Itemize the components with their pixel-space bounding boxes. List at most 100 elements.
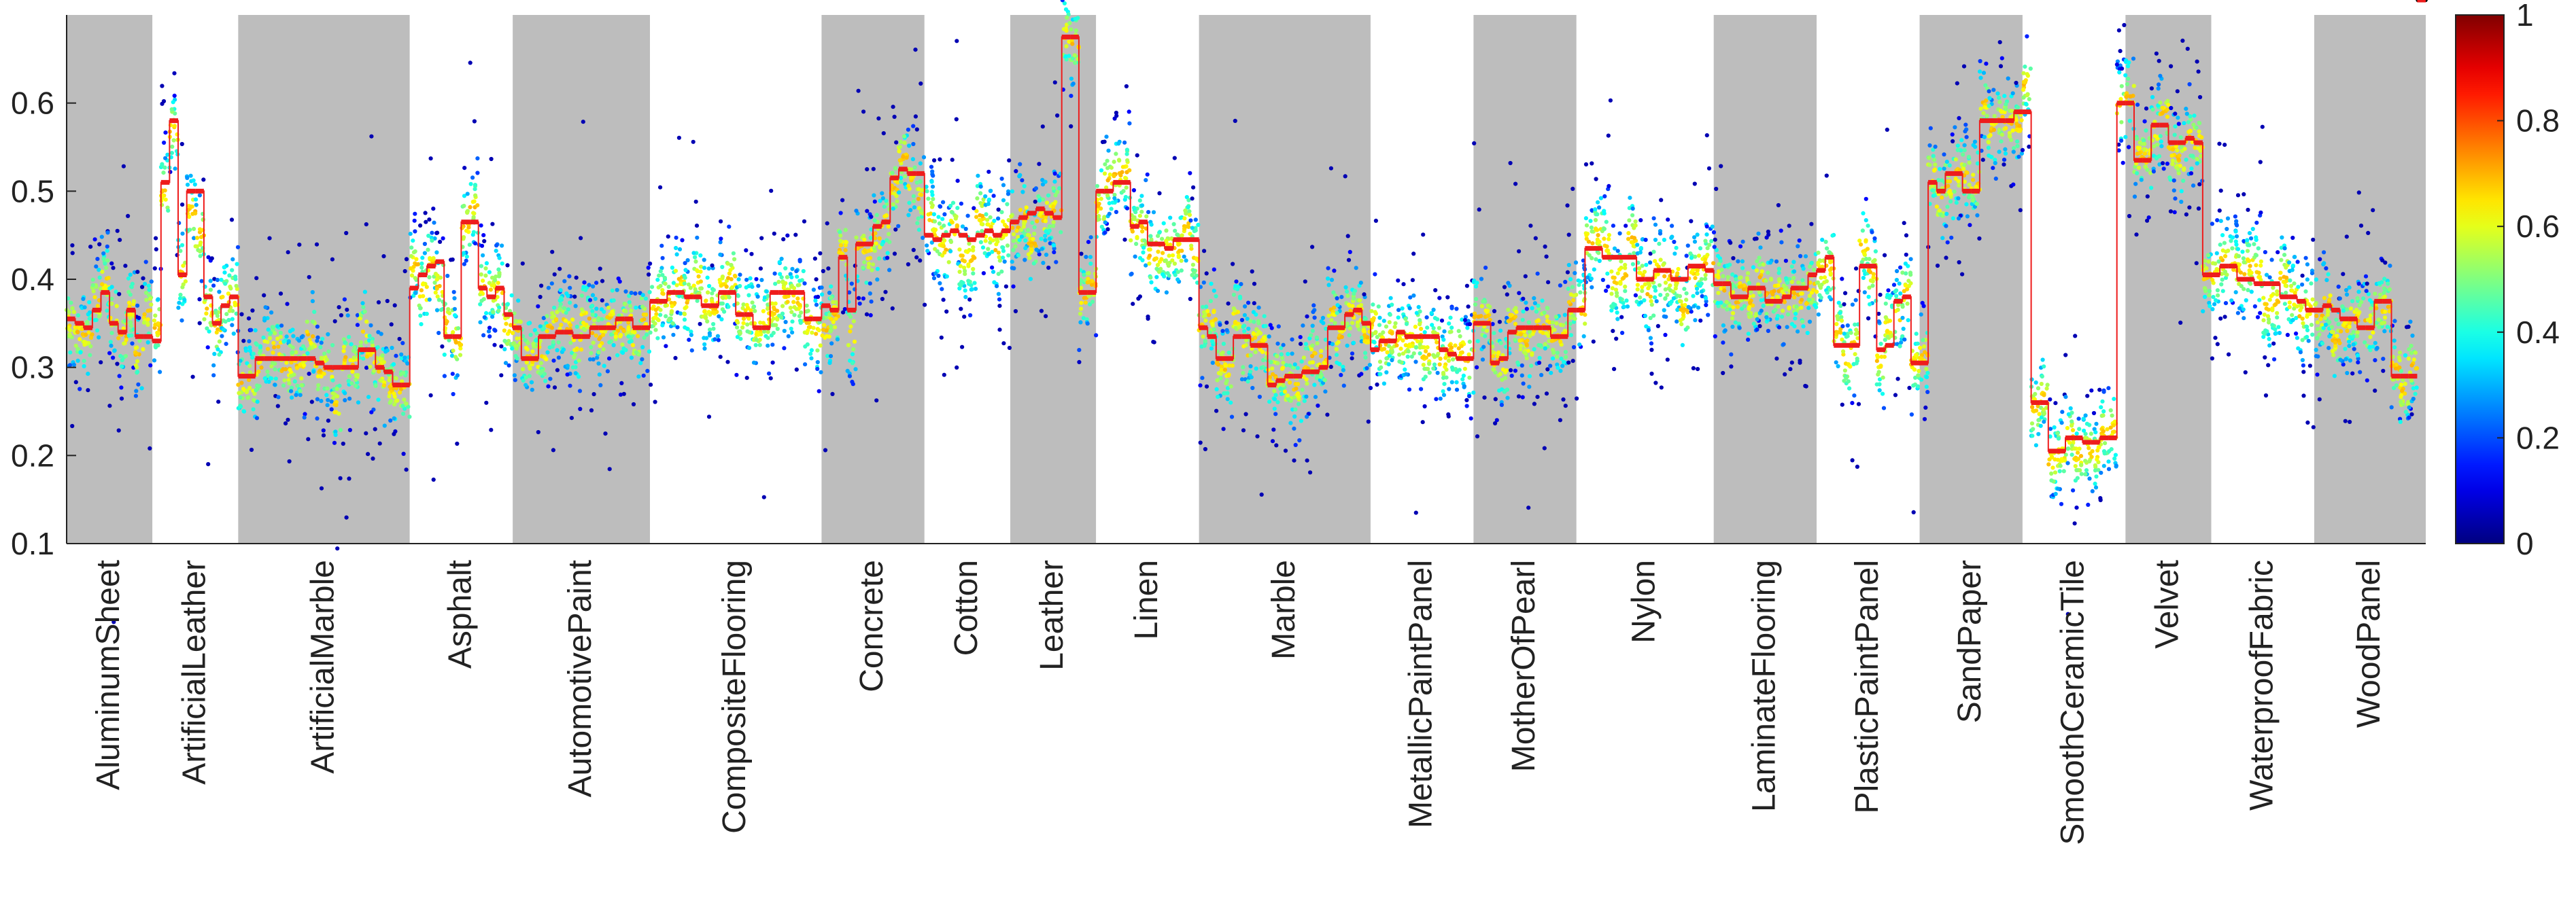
data-point [82, 364, 86, 369]
data-point [190, 211, 195, 216]
data-point [598, 343, 602, 349]
data-point [1301, 323, 1305, 328]
data-point [1334, 353, 1339, 357]
data-point [1088, 255, 1093, 260]
data-point [405, 361, 410, 366]
data-point [1001, 249, 1006, 253]
data-point [682, 281, 687, 286]
data-point [420, 255, 425, 260]
data-point [591, 392, 596, 397]
data-point [1558, 339, 1563, 344]
data-point [1180, 233, 1184, 238]
data-point [1449, 345, 1454, 350]
band-artificialmarble [238, 15, 410, 544]
data-point [793, 232, 798, 237]
data-point [1578, 290, 1583, 295]
data-point [1544, 391, 1549, 396]
data-point [181, 264, 186, 268]
data-point [618, 392, 623, 397]
data-point [789, 283, 794, 288]
data-point [1600, 277, 1605, 283]
data-point [1172, 261, 1177, 266]
data-point [1430, 323, 1435, 328]
data-point [1012, 266, 1016, 270]
data-point [838, 243, 843, 248]
data-point [1398, 347, 1403, 351]
data-point [1184, 224, 1188, 229]
data-point [1579, 311, 1584, 316]
data-point [912, 205, 917, 210]
data-point [794, 367, 799, 372]
data-point [1614, 336, 1619, 341]
data-point [603, 431, 608, 436]
data-point [1055, 190, 1060, 194]
data-point [1196, 222, 1201, 227]
data-point [1438, 396, 1443, 401]
data-point [741, 321, 746, 325]
band-metallicpaintpanel [1370, 15, 1474, 544]
data-point [1584, 233, 1589, 238]
data-point [217, 339, 222, 344]
data-point [281, 383, 286, 388]
data-point [1233, 283, 1238, 289]
data-point [1672, 239, 1677, 245]
data-point [1151, 340, 1156, 344]
data-point [451, 391, 456, 397]
data-point [744, 285, 749, 290]
data-point [1248, 353, 1253, 357]
data-point [991, 270, 996, 275]
data-point [119, 385, 124, 390]
data-point [1242, 323, 1247, 328]
data-point [660, 272, 665, 277]
data-point [496, 267, 501, 272]
data-point [868, 291, 872, 296]
data-point [192, 226, 196, 231]
data-point [413, 211, 417, 216]
data-point [741, 317, 746, 321]
data-point [114, 304, 119, 308]
data-point [596, 316, 601, 321]
data-point [804, 303, 809, 308]
data-point [1239, 317, 1245, 323]
data-point [523, 383, 528, 387]
data-point [247, 370, 252, 375]
data-point [843, 248, 848, 253]
data-point [1373, 218, 1378, 223]
data-point [319, 399, 324, 404]
data-point [924, 184, 929, 189]
data-point [458, 353, 463, 357]
data-point [97, 268, 101, 272]
data-point [1029, 247, 1034, 251]
data-point [702, 258, 706, 262]
data-point [666, 285, 671, 289]
data-point [256, 369, 261, 374]
data-point [1035, 219, 1040, 224]
data-point [204, 311, 209, 316]
data-point [911, 124, 916, 128]
data-point [569, 416, 574, 421]
data-point [1422, 330, 1427, 334]
data-point [1159, 257, 1164, 262]
data-point [515, 336, 519, 341]
data-point [147, 287, 152, 292]
data-point [276, 395, 281, 400]
data-point [1116, 141, 1121, 146]
data-point [69, 300, 73, 305]
data-point [1027, 255, 1032, 260]
data-point [1539, 372, 1544, 378]
data-point [957, 269, 962, 275]
data-point [450, 257, 455, 262]
data-point [1704, 299, 1708, 304]
data-point [1384, 324, 1389, 329]
data-point [1429, 311, 1434, 315]
data-point [1175, 270, 1180, 275]
data-point [1245, 317, 1250, 321]
data-point [227, 273, 232, 278]
data-point [955, 179, 960, 183]
data-point [772, 271, 777, 276]
data-point [299, 335, 304, 340]
data-point [392, 416, 396, 421]
data-point [292, 379, 297, 384]
data-point [1689, 219, 1694, 224]
data-point [180, 302, 185, 306]
